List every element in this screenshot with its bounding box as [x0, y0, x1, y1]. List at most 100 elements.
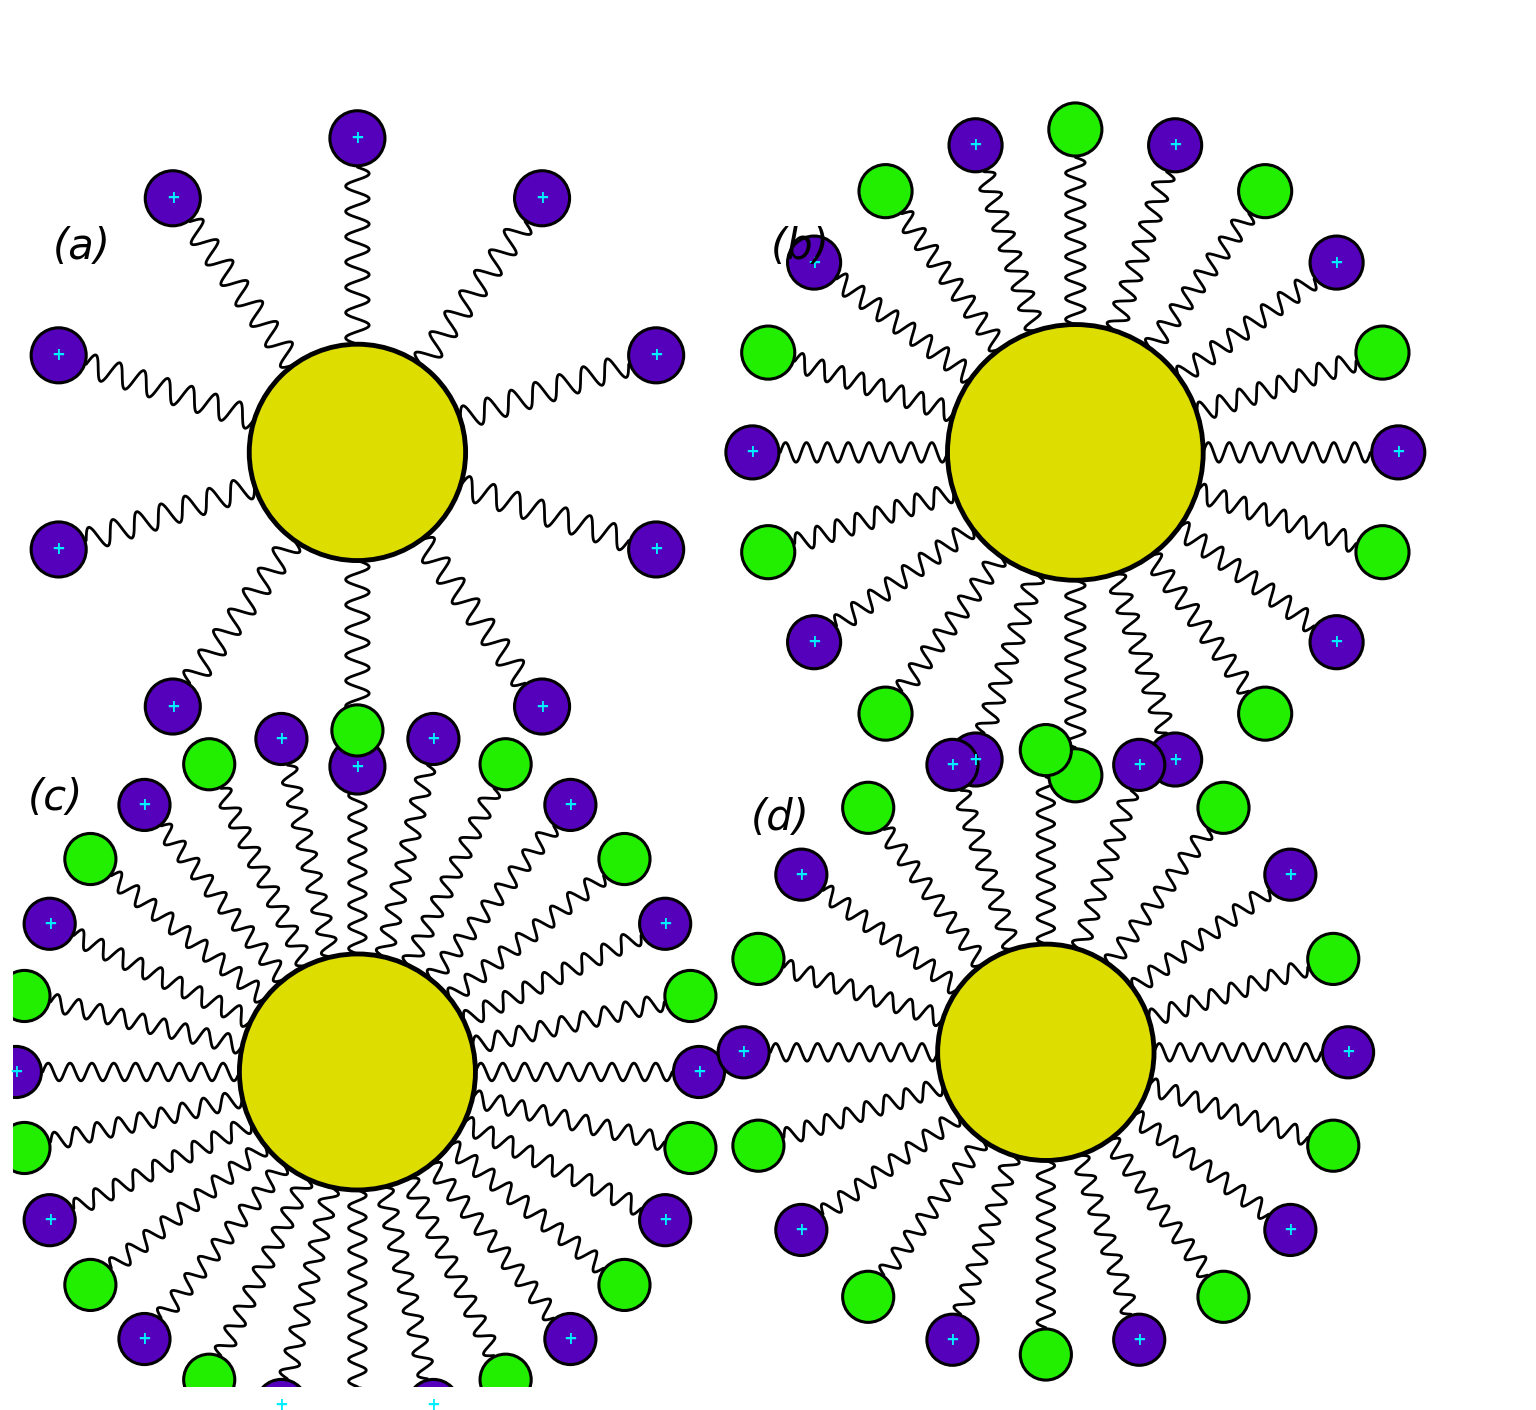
Circle shape [1310, 235, 1362, 289]
Text: +: + [969, 750, 983, 768]
Text: +: + [745, 443, 759, 461]
Circle shape [515, 171, 570, 226]
Text: +: + [794, 866, 808, 884]
Text: +: + [1169, 750, 1183, 768]
Circle shape [1307, 1120, 1359, 1172]
Text: +: + [946, 1331, 960, 1349]
Circle shape [0, 1046, 41, 1097]
Text: (c): (c) [28, 777, 83, 819]
Text: +: + [564, 795, 578, 814]
Circle shape [65, 833, 115, 884]
Circle shape [1049, 749, 1101, 802]
Circle shape [545, 780, 596, 830]
Circle shape [118, 780, 170, 830]
Circle shape [481, 1354, 531, 1406]
Circle shape [1264, 849, 1316, 900]
Circle shape [727, 426, 779, 479]
Text: +: + [794, 1221, 808, 1239]
Circle shape [788, 235, 840, 289]
Circle shape [409, 1379, 459, 1410]
Text: +: + [43, 1211, 57, 1230]
Text: +: + [1284, 866, 1298, 884]
Circle shape [332, 1387, 382, 1410]
Circle shape [599, 1259, 650, 1310]
Circle shape [628, 522, 684, 577]
Circle shape [0, 1122, 51, 1173]
Circle shape [545, 1314, 596, 1365]
Circle shape [742, 526, 794, 578]
Circle shape [1114, 739, 1164, 791]
Circle shape [949, 118, 1001, 172]
Circle shape [1020, 1330, 1072, 1380]
Circle shape [409, 713, 459, 764]
Circle shape [330, 111, 386, 166]
Circle shape [788, 616, 840, 668]
Text: +: + [166, 698, 180, 715]
Circle shape [146, 680, 200, 735]
Text: +: + [806, 254, 822, 272]
Circle shape [146, 171, 200, 226]
Text: +: + [138, 1330, 152, 1348]
Circle shape [31, 522, 86, 577]
Text: +: + [166, 189, 180, 207]
Text: +: + [535, 189, 548, 207]
Circle shape [1264, 1204, 1316, 1255]
Text: +: + [659, 915, 673, 933]
Circle shape [628, 327, 684, 384]
Text: +: + [52, 540, 66, 558]
Text: +: + [969, 137, 983, 154]
Text: +: + [737, 1043, 751, 1062]
Circle shape [1149, 118, 1201, 172]
Circle shape [1356, 326, 1409, 379]
Text: (b): (b) [771, 226, 829, 268]
Text: +: + [535, 698, 548, 715]
Circle shape [332, 705, 382, 756]
Text: +: + [1330, 633, 1344, 651]
Text: +: + [427, 730, 441, 747]
Text: +: + [275, 1396, 289, 1410]
Circle shape [330, 739, 386, 794]
Text: +: + [693, 1063, 707, 1081]
Circle shape [1356, 526, 1409, 578]
Circle shape [926, 739, 978, 791]
Circle shape [639, 898, 691, 949]
Text: +: + [52, 347, 66, 364]
Circle shape [733, 933, 783, 984]
Circle shape [249, 344, 465, 561]
Text: +: + [564, 1330, 578, 1348]
Circle shape [184, 1354, 235, 1406]
Circle shape [481, 739, 531, 790]
Circle shape [1307, 933, 1359, 984]
Circle shape [1322, 1026, 1373, 1077]
Circle shape [843, 1272, 894, 1323]
Circle shape [65, 1259, 115, 1310]
Circle shape [673, 1046, 725, 1097]
Text: +: + [1392, 443, 1405, 461]
Circle shape [25, 1194, 75, 1246]
Circle shape [733, 1120, 783, 1172]
Circle shape [1149, 733, 1201, 785]
Circle shape [0, 970, 51, 1021]
Circle shape [118, 1314, 170, 1365]
Circle shape [1238, 687, 1292, 740]
Text: +: + [946, 756, 960, 774]
Circle shape [1310, 616, 1362, 668]
Circle shape [948, 324, 1203, 581]
Circle shape [1198, 1272, 1249, 1323]
Circle shape [25, 898, 75, 949]
Text: +: + [43, 915, 57, 933]
Circle shape [776, 1204, 826, 1255]
Text: +: + [350, 757, 364, 776]
Text: +: + [1132, 1331, 1146, 1349]
Text: (a): (a) [52, 226, 111, 268]
Circle shape [1114, 1314, 1164, 1365]
Circle shape [949, 733, 1001, 785]
Circle shape [31, 327, 86, 384]
Circle shape [776, 849, 826, 900]
Text: +: + [9, 1063, 23, 1081]
Circle shape [515, 680, 570, 735]
Circle shape [1049, 103, 1101, 157]
Circle shape [742, 326, 794, 379]
Circle shape [1238, 165, 1292, 217]
Circle shape [717, 1026, 770, 1077]
